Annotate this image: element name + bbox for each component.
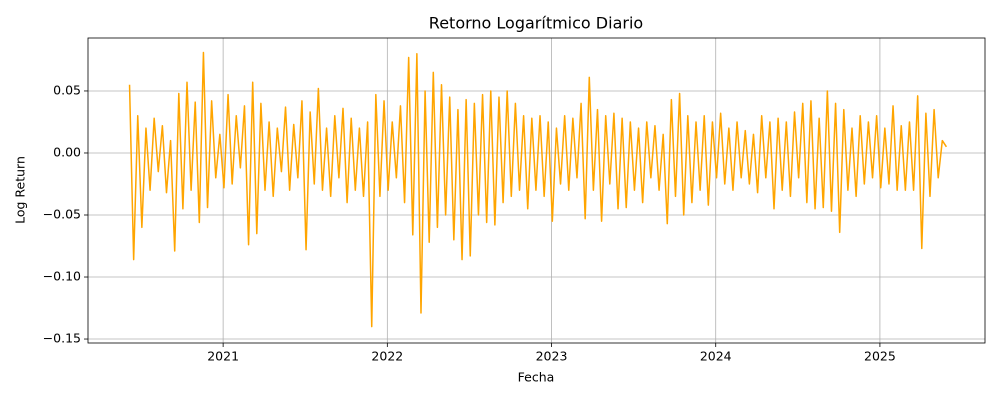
x-tick-label: 2024 (700, 349, 732, 364)
data-line (128, 51, 948, 328)
x-tick-label: 2025 (864, 349, 896, 364)
x-axis-label: Fecha (518, 370, 555, 385)
y-tick-label: 0.00 (53, 144, 81, 159)
y-tick-label: −0.15 (43, 331, 81, 346)
plot-frame (87, 37, 986, 344)
y-tick-label: −0.05 (43, 206, 81, 221)
chart-title: Retorno Logarítmico Diario (429, 14, 643, 33)
x-tick-label: 2023 (536, 349, 568, 364)
x-tick-label: 2022 (371, 349, 403, 364)
y-tick-label: 0.05 (53, 82, 81, 97)
x-tick-label: 2021 (207, 349, 239, 364)
y-axis-label: Log Return (13, 156, 28, 224)
y-tick-label: −0.10 (43, 269, 81, 284)
